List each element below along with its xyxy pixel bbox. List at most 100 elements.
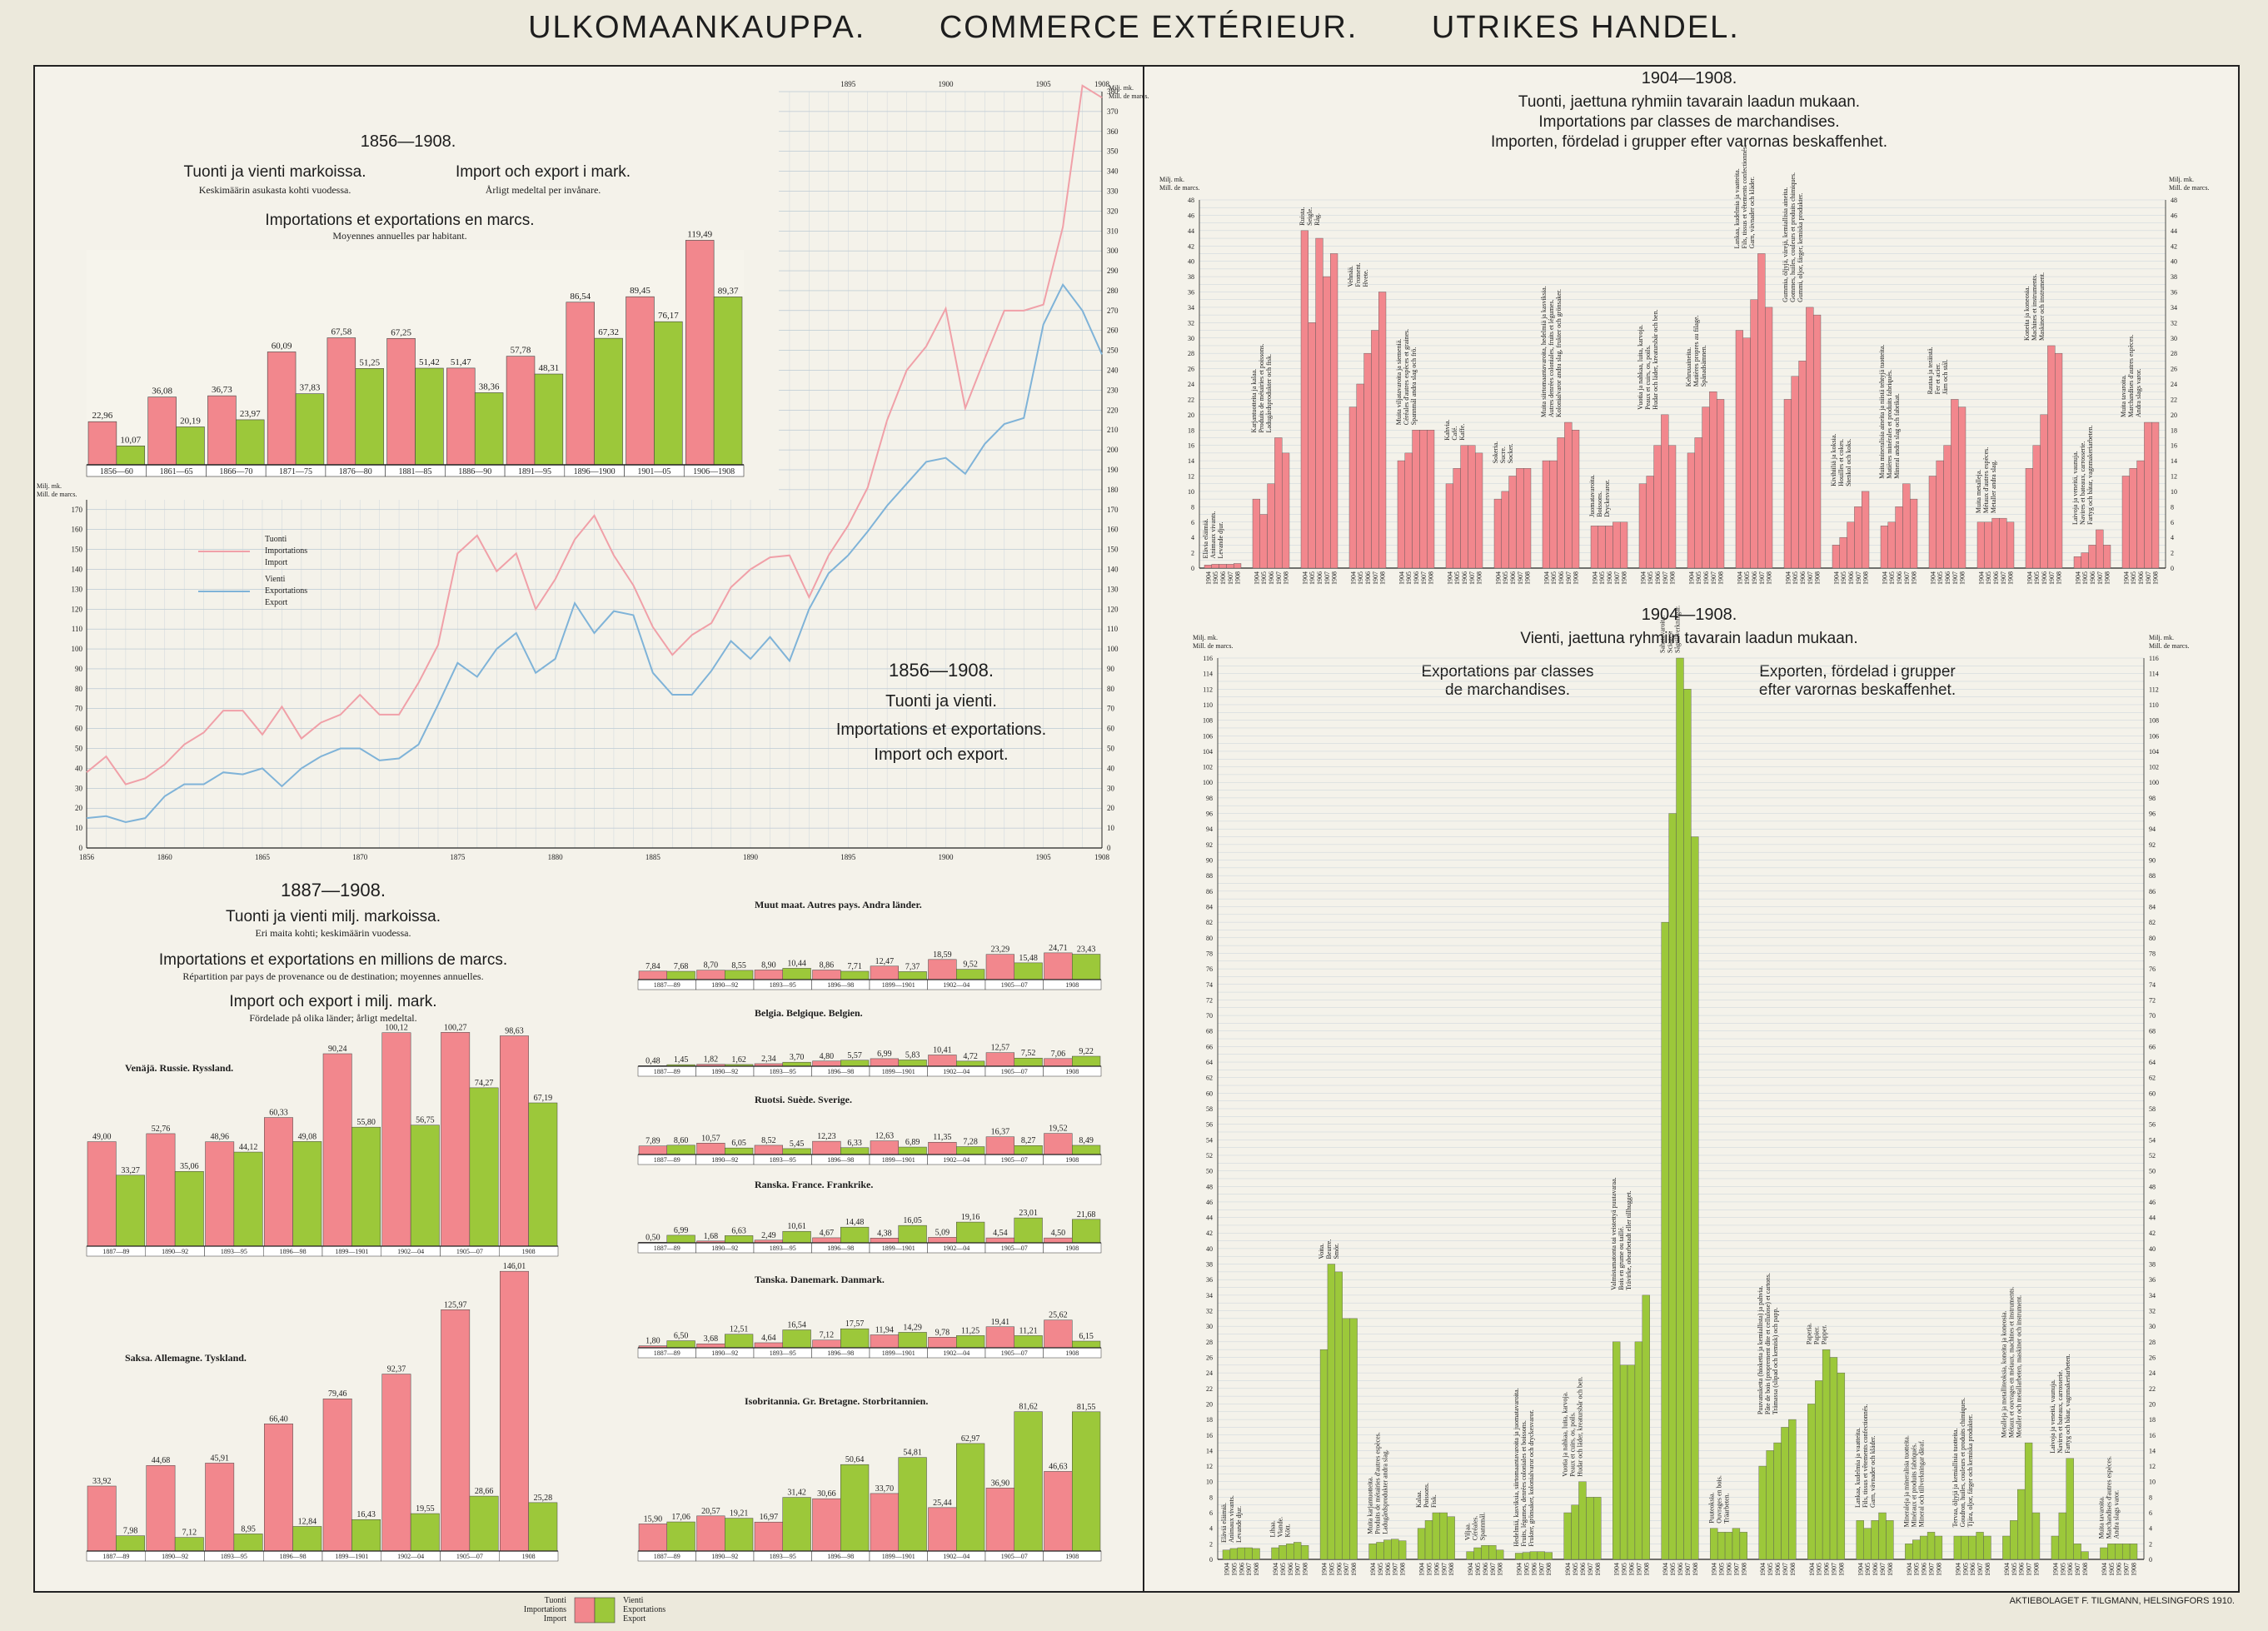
pc-import-bar bbox=[87, 421, 117, 466]
country-import-bar bbox=[381, 1374, 411, 1552]
line-tick-left: 50 bbox=[75, 745, 83, 753]
group-category-label: Lankaa, kudelmia ja vaatteita. bbox=[1854, 1428, 1862, 1508]
country-category-label: 1905—07 bbox=[456, 1248, 483, 1255]
exp-years: 1904—1908. bbox=[1642, 606, 1737, 624]
group-category-label: Goudron, huiles, couleurs et produits ch… bbox=[1959, 1398, 1966, 1528]
group-tick-right: 30 bbox=[2149, 1323, 2156, 1330]
group-year-label: 1904 bbox=[2122, 571, 2130, 585]
group-year-label: 1904 bbox=[1591, 571, 1598, 585]
group-bar bbox=[2129, 468, 2137, 569]
pc-import-bar bbox=[566, 302, 595, 466]
group-tick-left: 76 bbox=[1206, 965, 1213, 973]
imp-unit-right: Milj. mk. bbox=[2169, 176, 2194, 183]
country-export-label: 81,55 bbox=[1077, 1403, 1096, 1412]
country-import-bar bbox=[812, 1140, 841, 1155]
group-year-label: 1907 bbox=[1294, 1563, 1302, 1576]
country-export-bar bbox=[1072, 1145, 1101, 1155]
group-year-label: 1905 bbox=[1647, 571, 1654, 585]
group-year-label: 1904 bbox=[1398, 571, 1405, 585]
group-category-label: Vehnää. bbox=[1347, 266, 1354, 287]
pc-category-label: 1871—75 bbox=[279, 467, 312, 476]
pc-import-label: 57,78 bbox=[511, 346, 531, 356]
group-bar bbox=[1943, 445, 1951, 569]
group-category-label: Céréales. bbox=[1472, 1516, 1479, 1541]
line-tick-right: 250 bbox=[1107, 347, 1119, 355]
country-export-label: 9,22 bbox=[1079, 1047, 1094, 1056]
group-tick-left: 96 bbox=[1206, 811, 1213, 818]
pc-category-label: 1866—70 bbox=[219, 467, 252, 476]
country-import-bar bbox=[696, 970, 725, 980]
group-year-label: 1906 bbox=[1461, 571, 1468, 585]
group-category-label: Froment. bbox=[1354, 262, 1362, 287]
group-tick-right: 42 bbox=[2149, 1229, 2156, 1237]
pc-export-label: 38,36 bbox=[479, 382, 500, 392]
country-export-bar bbox=[725, 970, 754, 980]
title-french: COMMERCE EXTÉRIEUR. bbox=[939, 10, 1358, 45]
exp-title-fi: Vienti, jaettuna ryhmiin tavarain laadun… bbox=[1520, 630, 1857, 647]
group-category-label: Andra slags varor. bbox=[2112, 1490, 2120, 1539]
group-year-label: 1906 bbox=[1413, 571, 1420, 585]
group-bar bbox=[2054, 352, 2063, 569]
group-bar bbox=[1598, 526, 1606, 569]
group-tick-right: 82 bbox=[2149, 919, 2156, 926]
country-export-label: 44,12 bbox=[239, 1143, 258, 1152]
group-year-label: 1905 bbox=[1767, 1563, 1774, 1576]
group-category-label: Garn, vävnader och kläder. bbox=[1869, 1436, 1877, 1508]
group-category-label: Trämassa (slipad och kemisk) och papp. bbox=[1772, 1308, 1779, 1415]
group-bar bbox=[1781, 1427, 1789, 1560]
group-bar bbox=[2096, 529, 2104, 569]
group-year-label: 1904 bbox=[1204, 571, 1212, 585]
country-category-label: 1893—95 bbox=[221, 1248, 247, 1255]
group-year-label: 1905 bbox=[1453, 571, 1461, 585]
group-tick-left: 12 bbox=[1188, 473, 1194, 481]
group-tick-right: 60 bbox=[2149, 1090, 2156, 1097]
group-bar bbox=[1522, 1552, 1531, 1560]
group-year-label: 1907 bbox=[1392, 1563, 1399, 1576]
country-import-bar bbox=[812, 1498, 841, 1552]
group-category-label: Produits de métairies et poissons. bbox=[1258, 344, 1265, 433]
group-year-label: 1906 bbox=[1606, 571, 1613, 585]
country-import-bar bbox=[870, 1334, 899, 1349]
group-tick-left: 48 bbox=[1206, 1183, 1213, 1190]
pc-export-label: 37,83 bbox=[300, 383, 321, 393]
group-bar bbox=[2051, 1535, 2060, 1560]
group-category-label: Juomatavaroita. bbox=[1588, 475, 1596, 517]
group-bar bbox=[1274, 437, 1283, 569]
group-tick-left: 52 bbox=[1206, 1152, 1213, 1160]
line-tick-right: 10 bbox=[1107, 824, 1115, 832]
country-export-bar bbox=[1014, 1335, 1043, 1349]
country-label: Tanska. Danemark. Danmark. bbox=[755, 1274, 885, 1285]
group-category-label: Voita. bbox=[1318, 1244, 1325, 1259]
group-bar bbox=[1667, 445, 1677, 569]
country-import-label: 48,96 bbox=[210, 1133, 229, 1142]
country-category-label: 1899—1901 bbox=[882, 1553, 915, 1560]
group-category-label: Garn, vävnader och kläder. bbox=[1748, 177, 1756, 248]
country-export-bar bbox=[351, 1126, 381, 1247]
group-year-label: 1908 bbox=[2081, 1563, 2089, 1576]
group-bar bbox=[2006, 521, 2015, 569]
group-category-label: Hudar och läder, kreatursbår och ben. bbox=[1652, 310, 1659, 410]
export-line bbox=[86, 282, 1103, 823]
country-import-bar bbox=[985, 1136, 1014, 1155]
country-export-label: 9,52 bbox=[963, 960, 978, 970]
group-bar bbox=[1323, 276, 1331, 569]
country-export-bar bbox=[1072, 1340, 1101, 1349]
group-bar bbox=[1619, 521, 1628, 569]
group-category-label: Métaux d'autres espèces. bbox=[1982, 447, 1990, 513]
group-year-label: 1907 bbox=[1684, 1563, 1692, 1576]
group-bar bbox=[2025, 468, 2034, 569]
country-import-label: 25,62 bbox=[1049, 1311, 1068, 1320]
group-tick-right: 66 bbox=[2149, 1043, 2156, 1050]
country-label: Ruotsi. Suède. Sverige. bbox=[755, 1094, 852, 1105]
group-year-label: 1904 bbox=[1759, 1563, 1767, 1576]
group-category-label: Poissons. bbox=[1423, 1483, 1430, 1508]
group-bar bbox=[1807, 1404, 1816, 1560]
group-year-label: 1904 bbox=[1639, 571, 1647, 585]
group-bar bbox=[1267, 483, 1275, 569]
group-year-label: 1904 bbox=[1418, 1563, 1426, 1576]
group-bar bbox=[1839, 536, 1847, 569]
country-import-bar bbox=[754, 1145, 783, 1155]
country-import-bar bbox=[500, 1035, 529, 1247]
country-export-label: 1,45 bbox=[674, 1055, 689, 1065]
group-bar bbox=[1953, 1535, 1962, 1560]
